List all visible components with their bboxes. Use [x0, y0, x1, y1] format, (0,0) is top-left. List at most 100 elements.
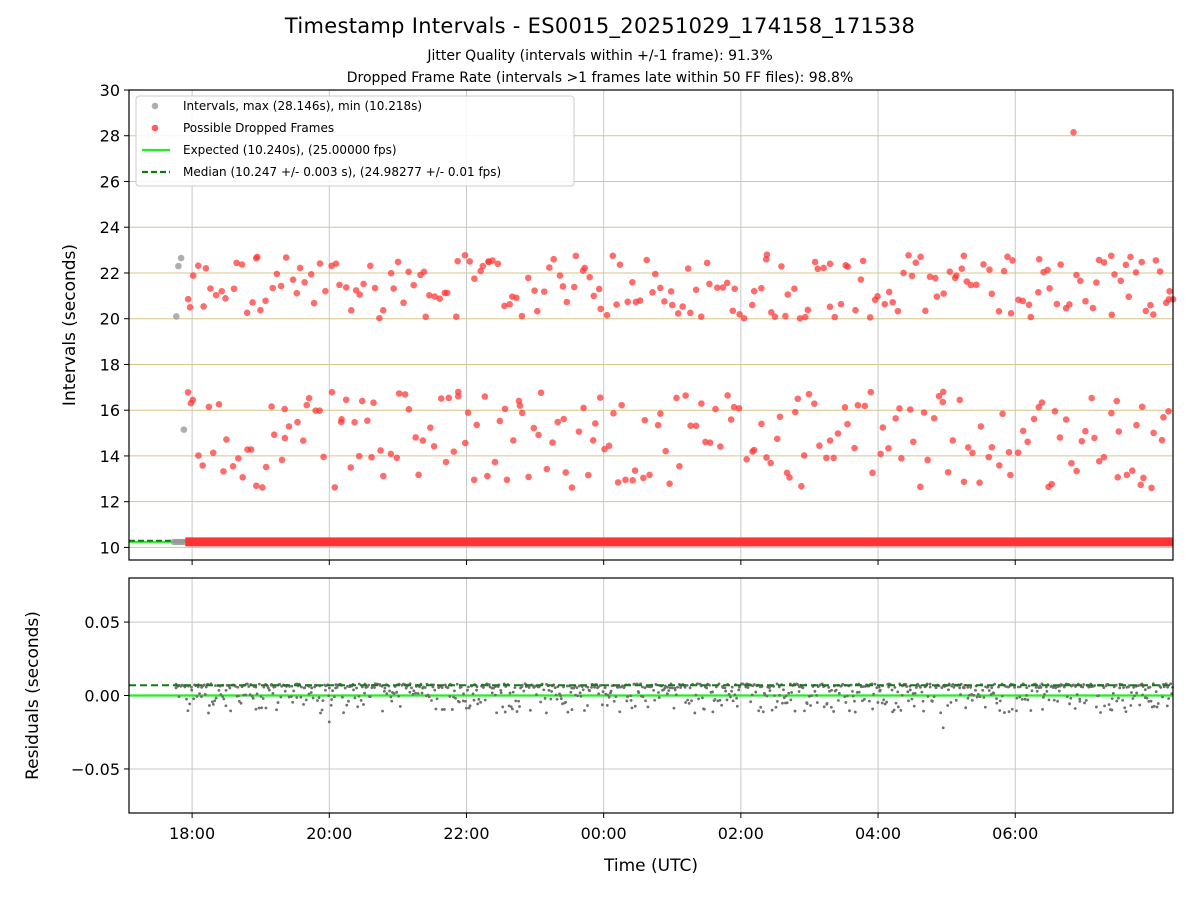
- residual-point: [520, 683, 524, 687]
- xtick-label: 02:00: [718, 824, 764, 843]
- residual-point: [1069, 696, 1073, 700]
- dropped-frame-point: [692, 422, 700, 430]
- dropped-frame-point: [481, 393, 489, 400]
- dropped-frame-point: [949, 437, 957, 444]
- residual-point: [260, 706, 264, 710]
- dropped-frame-point: [841, 404, 849, 411]
- residual-point: [815, 701, 819, 704]
- dropped-frame-point: [294, 418, 301, 426]
- dropped-frame-point: [804, 306, 812, 314]
- top-ytick-label: 30: [100, 81, 120, 100]
- dropped-frame-point: [415, 471, 422, 479]
- dropped-frame-point: [1095, 457, 1103, 465]
- residual-point: [341, 695, 344, 699]
- residual-point: [932, 695, 936, 699]
- dropped-frame-point: [794, 395, 802, 403]
- residual-point: [446, 686, 450, 689]
- dropped-frame-point: [379, 307, 387, 314]
- residual-point: [713, 698, 717, 701]
- residual-point: [787, 691, 791, 695]
- dropped-frame-point: [844, 263, 852, 271]
- residual-point: [588, 689, 592, 693]
- dropped-frame-point: [549, 439, 556, 446]
- residual-point: [237, 699, 241, 703]
- dropped-frame-point: [1027, 313, 1035, 321]
- dropped-frame-point: [473, 421, 481, 429]
- dropped-frame-point: [570, 283, 578, 291]
- residual-point: [663, 684, 667, 688]
- residual-point: [934, 686, 938, 690]
- dropped-frame-point: [358, 397, 366, 405]
- dropped-frame-point: [1113, 397, 1121, 405]
- residual-point: [877, 685, 881, 689]
- residual-point: [625, 699, 629, 703]
- residual-point: [848, 709, 851, 713]
- dropped-frame-point: [682, 392, 689, 399]
- dropped-frame-point: [1138, 403, 1146, 411]
- residual-point: [251, 696, 255, 700]
- dropped-frame-point: [501, 405, 509, 413]
- dropped-frame-point: [1019, 297, 1027, 305]
- residual-point: [467, 685, 470, 689]
- dropped-frame-point: [281, 405, 289, 413]
- residual-point: [837, 691, 841, 695]
- dropped-frame-point: [1138, 258, 1146, 266]
- dropped-frame-point: [657, 410, 664, 417]
- dropped-frame-point: [1051, 407, 1059, 415]
- dropped-frame-point: [939, 398, 947, 406]
- residual-point: [490, 691, 494, 695]
- dropped-frame-point: [229, 463, 237, 470]
- residual-point: [775, 682, 779, 686]
- dropped-frame-point: [387, 269, 395, 277]
- dropped-frame-point: [506, 300, 513, 308]
- residual-point: [1154, 690, 1158, 694]
- dropped-frame-point: [518, 409, 526, 417]
- residual-point: [829, 705, 833, 709]
- residual-point: [304, 698, 308, 702]
- dropped-frame-point: [723, 279, 731, 287]
- residual-point: [921, 699, 925, 703]
- top-ytick-label: 14: [100, 447, 120, 466]
- dropped-frame-point: [427, 424, 434, 432]
- dropped-frame-point: [437, 395, 445, 402]
- residual-point: [947, 688, 950, 692]
- residual-point: [1152, 704, 1156, 708]
- residual-point: [576, 694, 580, 698]
- residual-point: [309, 691, 313, 694]
- residual-point: [1159, 686, 1163, 689]
- residual-point: [906, 690, 910, 694]
- dropped-frame-point: [1000, 267, 1008, 275]
- interval-point: [180, 426, 188, 433]
- residual-point: [928, 685, 932, 689]
- dropped-frame-point: [1127, 253, 1134, 261]
- residual-point: [641, 695, 645, 699]
- residual-point: [975, 695, 979, 699]
- residual-point: [622, 685, 626, 689]
- residual-point: [1110, 708, 1114, 712]
- dropped-frame-point: [1035, 255, 1043, 263]
- dropped-frame-point: [238, 261, 246, 268]
- residual-point: [423, 686, 427, 689]
- dropped-frame-point: [293, 289, 301, 297]
- dropped-frame-point: [395, 390, 403, 397]
- dropped-frame-point: [218, 287, 225, 295]
- dropped-frame-point: [763, 251, 771, 258]
- residual-point: [289, 695, 293, 698]
- residual-point: [271, 691, 275, 695]
- dropped-frame-point: [454, 388, 462, 396]
- dropped-frame-point: [920, 409, 928, 416]
- residual-point: [302, 702, 305, 706]
- dropped-frame-point: [1133, 421, 1140, 429]
- residual-point: [883, 702, 887, 706]
- residual-point: [367, 683, 371, 687]
- dropped-frame-point: [605, 442, 613, 450]
- residual-point: [775, 699, 779, 703]
- residual-point: [894, 701, 898, 705]
- dropped-frame-point: [1007, 310, 1015, 317]
- residual-point: [861, 699, 864, 703]
- residual-point: [618, 710, 622, 714]
- dropped-frame-point: [1108, 409, 1115, 417]
- residual-point: [825, 702, 829, 705]
- residual-point: [492, 686, 496, 690]
- dropped-frame-point: [525, 473, 532, 481]
